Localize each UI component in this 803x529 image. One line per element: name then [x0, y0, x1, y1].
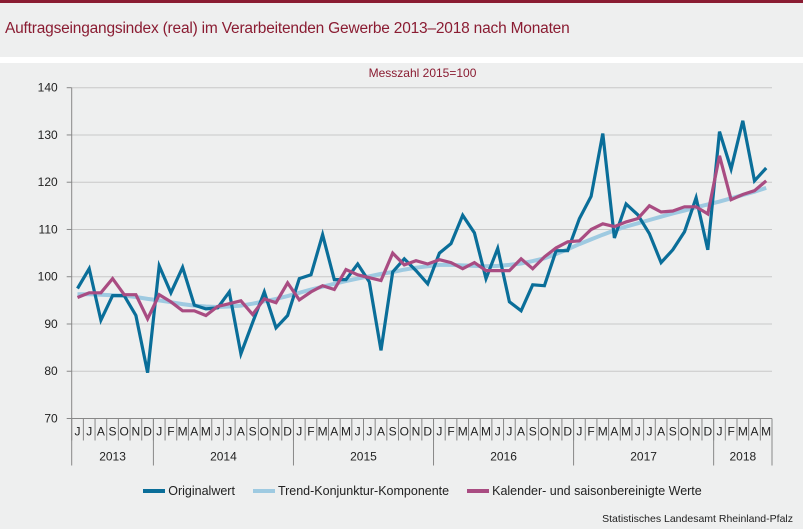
x-month-label: N: [692, 425, 701, 439]
x-month-label: A: [470, 425, 478, 439]
x-month-label: A: [657, 425, 665, 439]
x-year-label: 2017: [630, 450, 657, 464]
x-year-label: 2014: [210, 450, 237, 464]
x-year-label: 2016: [490, 450, 517, 464]
x-month-label: J: [366, 425, 372, 439]
y-tick-label: 140: [38, 81, 58, 95]
x-month-label: A: [330, 425, 338, 439]
x-month-label: A: [237, 425, 245, 439]
x-month-label: J: [156, 425, 162, 439]
legend-swatch-trend: [252, 489, 275, 493]
x-month-label: J: [716, 425, 722, 439]
x-month-label: J: [646, 425, 652, 439]
x-month-label: M: [621, 425, 631, 439]
x-month-label: F: [447, 425, 454, 439]
legend-label-original: Originalwert: [168, 484, 235, 498]
legend: Originalwert Trend-Konjunktur-Komponente…: [0, 484, 803, 498]
x-month-label: N: [552, 425, 561, 439]
legend-item-adjusted: Kalender- und saisonbereinigte Werte: [467, 484, 702, 498]
x-month-label: J: [635, 425, 641, 439]
y-tick-label: 130: [38, 128, 58, 142]
x-month-label: O: [260, 425, 269, 439]
y-tick-label: 80: [44, 364, 58, 378]
x-month-label: O: [120, 425, 129, 439]
x-month-label: J: [576, 425, 582, 439]
x-month-label: F: [167, 425, 174, 439]
x-month-label: A: [377, 425, 385, 439]
legend-label-adjusted: Kalender- und saisonbereinigte Werte: [492, 484, 702, 498]
x-month-label: J: [75, 425, 81, 439]
x-month-label: M: [458, 425, 468, 439]
y-tick-label: 100: [38, 270, 58, 284]
x-month-label: D: [703, 425, 712, 439]
y-tick-label: 70: [44, 412, 58, 426]
y-tick-label: 90: [44, 317, 58, 331]
x-month-label: N: [272, 425, 281, 439]
x-month-label: J: [296, 425, 302, 439]
chart-subtitle: Messzahl 2015=100: [368, 66, 477, 80]
x-month-label: N: [132, 425, 141, 439]
x-month-label: A: [610, 425, 618, 439]
x-month-label: M: [481, 425, 491, 439]
x-month-label: A: [190, 425, 198, 439]
x-month-label: M: [738, 425, 748, 439]
series-lines: [76, 120, 768, 374]
x-month-label: S: [389, 425, 397, 439]
y-tick-label: 110: [39, 222, 58, 236]
x-month-label: M: [598, 425, 608, 439]
y-axis: 70 80 90 100 110 120 130 140: [38, 81, 73, 426]
x-month-label: O: [540, 425, 549, 439]
x-month-label: D: [423, 425, 432, 439]
series-line-trend: [77, 185, 767, 310]
x-month-label: M: [201, 425, 211, 439]
legend-item-trend: Trend-Konjunktur-Komponente: [252, 484, 450, 498]
x-month-label: F: [727, 425, 734, 439]
x-month-label: S: [249, 425, 257, 439]
x-month-label: D: [563, 425, 572, 439]
x-month-label: A: [97, 425, 105, 439]
legend-label-trend: Trend-Konjunktur-Komponente: [277, 484, 450, 498]
series-line-saisonbereinigt: [76, 155, 768, 323]
x-year-label: 2018: [729, 450, 756, 464]
x-month-label: M: [318, 425, 328, 439]
x-month-label: J: [86, 425, 92, 439]
x-month-label: O: [680, 425, 689, 439]
x-month-label: J: [506, 425, 512, 439]
x-month-label: J: [226, 425, 232, 439]
y-tick-label: 120: [38, 175, 58, 189]
x-month-label: J: [355, 425, 361, 439]
x-month-label: S: [109, 425, 117, 439]
x-month-label: S: [669, 425, 677, 439]
x-month-label: M: [341, 425, 351, 439]
separator: [0, 57, 803, 63]
x-month-label: J: [436, 425, 442, 439]
x-month-label: S: [529, 425, 537, 439]
series-line-originalwert: [76, 120, 768, 374]
x-month-label: M: [178, 425, 188, 439]
x-month-label: D: [143, 425, 152, 439]
x-month-label: O: [400, 425, 409, 439]
legend-item-original: Originalwert: [143, 484, 235, 498]
x-month-label: A: [750, 425, 758, 439]
x-month-label: F: [307, 425, 314, 439]
x-year-label: 2013: [99, 450, 126, 464]
x-month-label: J: [495, 425, 501, 439]
x-month-label: F: [587, 425, 594, 439]
x-month-label: N: [412, 425, 421, 439]
x-month-label: J: [215, 425, 221, 439]
x-month-label: A: [517, 425, 525, 439]
chart-title: Auftragseingangsindex (real) im Verarbei…: [5, 20, 570, 37]
legend-swatch-adjusted: [467, 489, 490, 493]
x-year-label: 2015: [350, 450, 377, 464]
x-month-label: D: [283, 425, 292, 439]
top-border: [0, 0, 803, 3]
legend-swatch-original: [143, 489, 166, 493]
x-month-label: M: [761, 425, 771, 439]
source-note: Statistisches Landesamt Rheinland-Pfalz: [602, 513, 793, 525]
gridlines: [71, 87, 772, 372]
